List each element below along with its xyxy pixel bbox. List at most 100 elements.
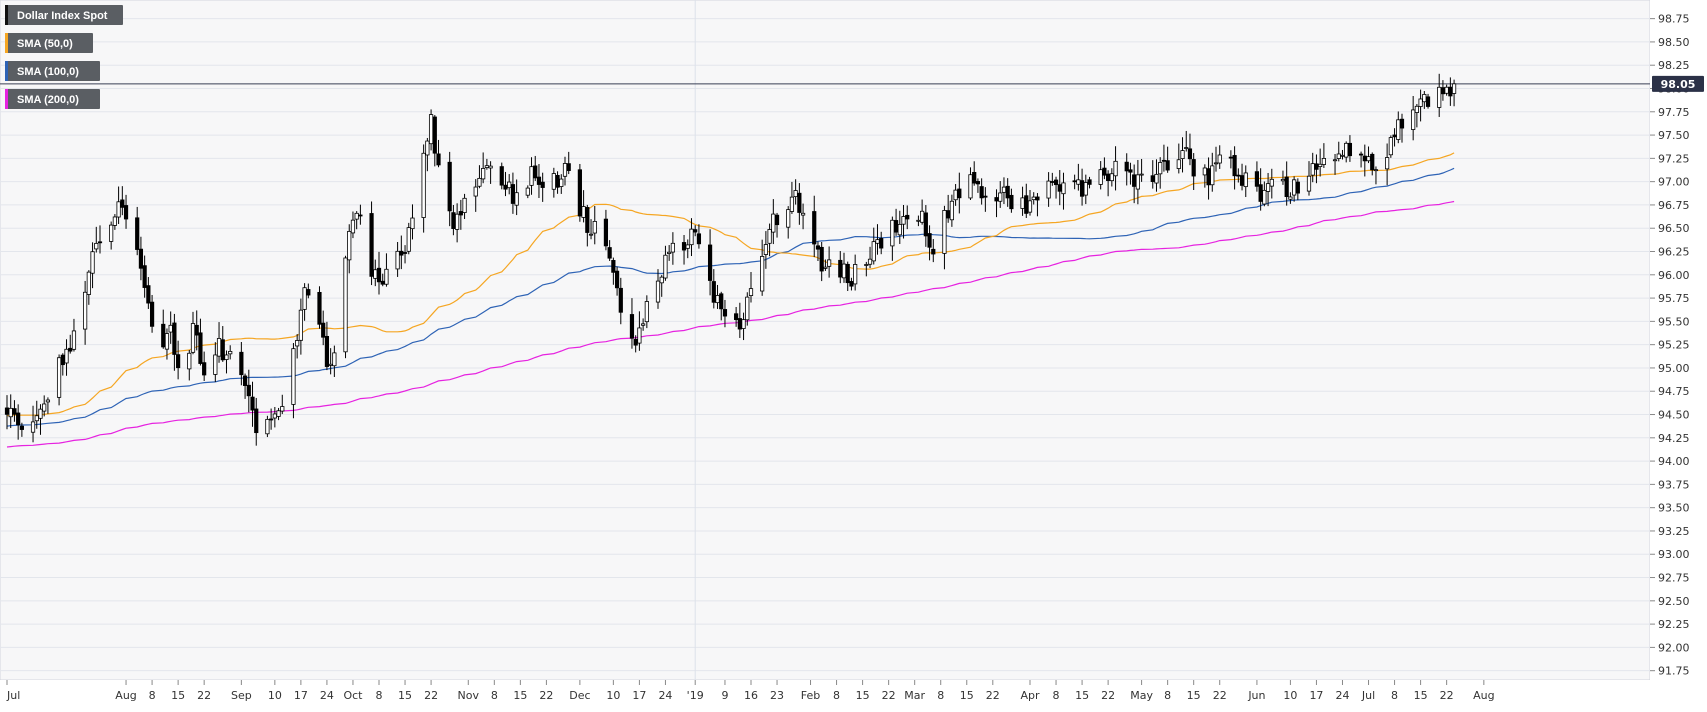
x-tick-label: 8 <box>833 689 840 702</box>
candle <box>931 239 936 263</box>
candle-body-up <box>1184 147 1189 149</box>
candle <box>845 261 850 291</box>
candle-body-up <box>354 212 359 220</box>
candle <box>276 407 281 421</box>
candle <box>559 174 564 194</box>
candle <box>1269 168 1274 199</box>
x-tick-label: 16 <box>744 689 758 702</box>
candle <box>1288 192 1293 204</box>
candle-body-up <box>920 210 925 223</box>
candle <box>745 292 750 326</box>
candle-body-up <box>968 174 973 199</box>
candle <box>1306 161 1312 196</box>
x-tick-label: 22 <box>197 689 211 702</box>
candle-body-down <box>1295 181 1300 194</box>
y-tick-label: 94.25 <box>1658 432 1690 445</box>
candle-body-up <box>410 217 415 230</box>
candle-body-down <box>923 212 928 237</box>
candle-body-up <box>298 309 303 341</box>
candle-body-up <box>689 228 694 246</box>
candle-body-down <box>905 214 910 220</box>
candle-body-down <box>269 418 274 421</box>
candle-body-down <box>12 408 17 415</box>
candle <box>1425 93 1431 109</box>
candle-body-down <box>1102 167 1107 176</box>
candle <box>655 269 661 309</box>
candle <box>800 203 806 230</box>
candle-body-down <box>194 324 199 336</box>
candle <box>577 163 582 222</box>
candle-body-down <box>120 199 125 208</box>
candle <box>667 245 672 261</box>
candle-body-down <box>376 267 382 283</box>
candle-body-up <box>1318 163 1323 168</box>
candle <box>540 172 545 202</box>
candle-body-up <box>1217 154 1222 164</box>
candle-body-up <box>30 421 36 433</box>
candle-body-down <box>239 351 244 376</box>
candle <box>239 341 244 386</box>
y-tick-label: 95.50 <box>1658 315 1690 328</box>
candle <box>1035 193 1040 217</box>
candle-body-up <box>1265 183 1271 192</box>
candle <box>1243 165 1248 198</box>
candle-body-down <box>1254 171 1260 187</box>
x-tick-label: 10 <box>268 689 282 702</box>
candle-body-down <box>317 291 322 325</box>
candle-body-down <box>845 263 850 284</box>
y-axis-ticks: 91.75 92.00 92.25 92.50 92.75 93.00 93.25 93.50… <box>1650 13 1690 678</box>
candle <box>477 165 482 189</box>
candle <box>1046 172 1051 207</box>
candle-body-down <box>1005 185 1010 199</box>
candle-body-down <box>499 166 504 186</box>
candle-body-up <box>473 186 478 197</box>
candle <box>629 298 635 349</box>
candle <box>425 137 430 172</box>
candle <box>343 255 348 359</box>
candle <box>291 342 296 419</box>
candle <box>1262 181 1267 207</box>
candle <box>224 350 229 374</box>
candle-body-down <box>629 314 635 339</box>
candle-body-up <box>592 220 597 234</box>
candle-body-up <box>1076 179 1081 185</box>
candle <box>1135 159 1140 205</box>
candle <box>295 334 300 359</box>
candle-body-down <box>1106 173 1111 181</box>
candle <box>1165 146 1170 173</box>
candle-body-down <box>172 322 177 355</box>
candle-body-down <box>1079 180 1085 197</box>
candle-body-down <box>16 412 21 426</box>
candle <box>763 231 768 269</box>
candle <box>458 199 463 230</box>
candle <box>358 204 363 225</box>
candle-body-up <box>1344 142 1349 158</box>
candle <box>1124 153 1129 186</box>
candle-body-up <box>328 363 333 366</box>
y-tick-label: 97.00 <box>1658 176 1690 189</box>
candle-body-up <box>347 230 352 261</box>
candle <box>1158 157 1163 189</box>
candle-body-up <box>1098 169 1103 185</box>
candle <box>611 257 616 285</box>
candle-body-down <box>994 197 999 202</box>
legend-box <box>5 5 123 25</box>
candle-body-down <box>536 176 542 185</box>
legend-swatch <box>5 33 8 53</box>
candle-body-up <box>916 219 921 222</box>
candle-body-up <box>659 276 664 284</box>
candle-body-up <box>45 399 51 403</box>
candle <box>1180 137 1185 173</box>
x-tick-label: 8 <box>1053 689 1060 702</box>
candle-body-up <box>38 408 43 419</box>
candle-body-down <box>815 245 821 250</box>
candle <box>135 206 140 256</box>
candle-body-down <box>161 323 166 348</box>
candle <box>246 369 251 413</box>
x-tick-label: 15 <box>1075 689 1089 702</box>
candle-body-up <box>953 189 958 201</box>
candle-body-up <box>350 219 356 234</box>
candle <box>968 167 973 201</box>
candle-body-up <box>190 323 196 353</box>
